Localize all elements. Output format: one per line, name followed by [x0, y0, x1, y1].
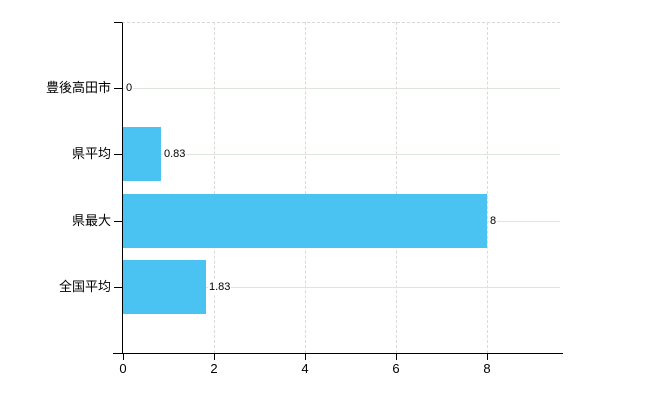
y-axis-tick [114, 22, 122, 23]
horizontal-gridline [123, 88, 560, 89]
vertical-gridline [396, 22, 397, 353]
x-axis-tick-label: 2 [210, 361, 218, 376]
bar-value-label: 8 [489, 214, 498, 228]
bar [123, 127, 161, 181]
category-label: 県最大 [71, 213, 111, 228]
x-axis-tick-label: 6 [392, 361, 400, 376]
plot-area [122, 22, 560, 353]
y-axis-tick [114, 287, 122, 288]
vertical-gridline [214, 22, 215, 353]
bar-value-label: 1.83 [208, 280, 232, 294]
x-axis-tick [123, 354, 124, 360]
x-axis-tick-label: 4 [301, 361, 309, 376]
horizontal-gridline [123, 287, 560, 288]
x-axis-tick [214, 354, 215, 360]
y-axis-tick [114, 154, 122, 155]
x-axis-line [113, 353, 563, 354]
vertical-gridline [487, 22, 488, 353]
category-label: 県平均 [71, 146, 111, 161]
x-axis-tick [305, 354, 306, 360]
x-axis-tick-label: 8 [483, 361, 491, 376]
x-axis-tick-label: 0 [119, 361, 127, 376]
category-label: 全国平均 [58, 279, 111, 294]
bar-value-label: 0 [125, 81, 134, 95]
bar [123, 260, 206, 314]
vertical-gridline [305, 22, 306, 353]
y-axis-tick [114, 221, 122, 222]
horizontal-gridline [123, 154, 560, 155]
x-axis-tick [487, 354, 488, 360]
bar-value-label: 0.83 [163, 147, 187, 161]
x-axis-tick [396, 354, 397, 360]
category-label: 豊後高田市 [45, 80, 111, 95]
y-axis-tick [114, 88, 122, 89]
bar [123, 194, 487, 248]
